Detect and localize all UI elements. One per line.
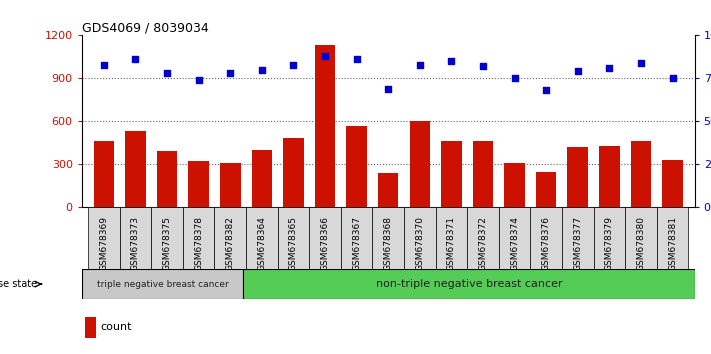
Bar bbox=[215, 207, 246, 269]
Point bbox=[477, 63, 488, 69]
Point bbox=[130, 57, 141, 62]
Text: GSM678380: GSM678380 bbox=[636, 216, 646, 272]
Bar bbox=[315, 45, 336, 207]
Bar bbox=[404, 207, 436, 269]
Bar bbox=[373, 207, 404, 269]
Point bbox=[414, 62, 425, 67]
Bar bbox=[183, 207, 215, 269]
Text: GSM678374: GSM678374 bbox=[510, 216, 519, 271]
Text: GSM678368: GSM678368 bbox=[384, 216, 392, 272]
Text: non-triple negative breast cancer: non-triple negative breast cancer bbox=[375, 279, 562, 289]
Bar bbox=[341, 207, 373, 269]
Point bbox=[383, 86, 394, 91]
Bar bbox=[252, 150, 272, 207]
Bar bbox=[82, 269, 243, 299]
Point bbox=[351, 57, 363, 62]
Bar bbox=[410, 121, 430, 207]
Bar bbox=[467, 207, 499, 269]
Bar bbox=[243, 269, 695, 299]
Bar bbox=[125, 131, 146, 207]
Point bbox=[319, 53, 331, 59]
Text: GSM678377: GSM678377 bbox=[573, 216, 582, 272]
Text: count: count bbox=[100, 322, 132, 332]
Text: GSM678376: GSM678376 bbox=[542, 216, 550, 272]
Point bbox=[193, 77, 204, 83]
Bar bbox=[151, 207, 183, 269]
Bar bbox=[94, 141, 114, 207]
Bar bbox=[536, 172, 557, 207]
Bar bbox=[530, 207, 562, 269]
Bar bbox=[662, 160, 683, 207]
Text: disease state: disease state bbox=[0, 279, 37, 289]
Bar bbox=[473, 141, 493, 207]
Bar bbox=[631, 141, 651, 207]
Point bbox=[98, 62, 109, 67]
Text: GSM678378: GSM678378 bbox=[194, 216, 203, 272]
Text: GSM678366: GSM678366 bbox=[321, 216, 329, 272]
Text: GDS4069 / 8039034: GDS4069 / 8039034 bbox=[82, 21, 208, 34]
Point bbox=[509, 75, 520, 81]
Text: GSM678370: GSM678370 bbox=[415, 216, 424, 272]
Bar bbox=[119, 207, 151, 269]
Bar bbox=[246, 207, 277, 269]
Point bbox=[256, 67, 267, 73]
Text: GSM678373: GSM678373 bbox=[131, 216, 140, 272]
Point bbox=[635, 60, 646, 66]
Text: GSM678367: GSM678367 bbox=[352, 216, 361, 272]
Text: GSM678372: GSM678372 bbox=[479, 216, 488, 271]
Point bbox=[540, 87, 552, 93]
Bar bbox=[346, 126, 367, 207]
Bar bbox=[436, 207, 467, 269]
Text: GSM678382: GSM678382 bbox=[226, 216, 235, 271]
Text: triple negative breast cancer: triple negative breast cancer bbox=[97, 280, 228, 289]
Bar bbox=[499, 207, 530, 269]
Point bbox=[446, 58, 457, 64]
Bar bbox=[378, 173, 398, 207]
Bar bbox=[188, 161, 209, 207]
Bar bbox=[220, 163, 240, 207]
Text: GSM678365: GSM678365 bbox=[289, 216, 298, 272]
Text: GSM678375: GSM678375 bbox=[163, 216, 171, 272]
Bar bbox=[157, 151, 177, 207]
Bar bbox=[594, 207, 625, 269]
Bar bbox=[88, 207, 119, 269]
Bar bbox=[441, 141, 461, 207]
Bar bbox=[599, 145, 619, 207]
Point bbox=[604, 65, 615, 71]
Point bbox=[667, 75, 678, 81]
Text: GSM678381: GSM678381 bbox=[668, 216, 677, 272]
Point bbox=[288, 62, 299, 67]
Point bbox=[161, 70, 173, 76]
Bar bbox=[277, 207, 309, 269]
Text: GSM678379: GSM678379 bbox=[605, 216, 614, 272]
Point bbox=[225, 70, 236, 76]
Bar bbox=[562, 207, 594, 269]
Text: GSM678364: GSM678364 bbox=[257, 216, 267, 271]
Text: GSM678371: GSM678371 bbox=[447, 216, 456, 272]
Bar bbox=[504, 163, 525, 207]
Bar bbox=[85, 317, 96, 338]
Text: GSM678369: GSM678369 bbox=[100, 216, 108, 272]
Point bbox=[572, 69, 584, 74]
Bar bbox=[657, 207, 688, 269]
Bar bbox=[309, 207, 341, 269]
Bar bbox=[283, 138, 304, 207]
Bar bbox=[567, 147, 588, 207]
Bar bbox=[625, 207, 657, 269]
